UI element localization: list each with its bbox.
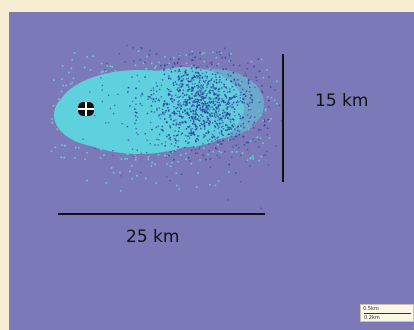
plume-speckle-dense: [82, 44, 283, 209]
dispersion-plume: [50, 44, 283, 209]
vertical-scale-label: 15 km: [315, 91, 369, 111]
mini-scale-line2: 0.2km: [364, 315, 380, 321]
horizontal-scale-bar: [58, 213, 265, 215]
mini-scale-legend: 0.5km 0.2km: [360, 304, 414, 322]
map-panel[interactable]: 15 km 25 km 0.5km 0.2km: [9, 12, 414, 330]
horizontal-scale-label: 25 km: [126, 227, 180, 247]
vertical-scale-bar: [282, 54, 284, 182]
target-cross-icon: [78, 102, 94, 116]
mini-scale-tick: [364, 313, 411, 314]
mini-scale-line1: 0.5km: [363, 306, 379, 312]
